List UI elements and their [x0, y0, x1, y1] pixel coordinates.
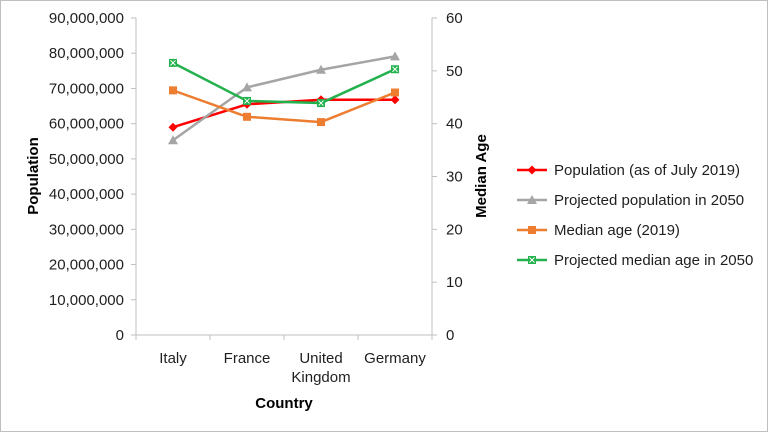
- legend-label: Population (as of July 2019): [554, 162, 740, 179]
- marker-cross: [318, 100, 324, 106]
- legend-item-1: Population (as of July 2019): [517, 162, 740, 179]
- data-point: [169, 58, 177, 67]
- data-point: [168, 122, 178, 132]
- x-tick-label: United Kingdom: [291, 350, 350, 386]
- x-tick-label-line: Italy: [159, 350, 187, 367]
- legend-swatch-marker: [528, 256, 536, 264]
- data-point: [169, 86, 177, 95]
- y-tick-label: 30,000,000: [49, 221, 124, 238]
- y2-tick-label: 0: [446, 327, 454, 344]
- y2-tick-label: 40: [446, 116, 463, 133]
- series-lines: [168, 51, 400, 145]
- y2-tick-label: 10: [446, 274, 463, 291]
- y2-axis-title: Median Age: [473, 134, 490, 218]
- data-point: [317, 99, 325, 108]
- data-point: [390, 95, 400, 105]
- data-point: [168, 135, 178, 145]
- legend-label: Projected median age in 2050: [554, 252, 753, 269]
- y-tick-label: 10,000,000: [49, 292, 124, 309]
- data-point: [243, 96, 251, 105]
- y-tick-label: 50,000,000: [49, 151, 124, 168]
- series-line: [172, 55, 396, 142]
- x-tick-label: Italy: [159, 350, 187, 367]
- data-point: [316, 64, 326, 74]
- y-tick-label: 20,000,000: [49, 257, 124, 274]
- y-tick-label: 40,000,000: [49, 186, 124, 203]
- x-tick-label-line: United: [299, 350, 342, 367]
- legend-item-3: Median age (2019): [517, 222, 680, 239]
- y2-tick-label: 30: [446, 169, 463, 186]
- x-axis-title: Country: [255, 395, 313, 412]
- legend-item-4: Projected median age in 2050: [517, 252, 753, 269]
- x-tick-label-line: Germany: [364, 350, 426, 367]
- legend-swatch-marker: [527, 165, 537, 175]
- x-tick-label: Germany: [364, 350, 426, 367]
- series-line: [172, 89, 396, 124]
- y2-tick-label: 50: [446, 63, 463, 80]
- marker-cross: [392, 66, 398, 73]
- series-4: [169, 58, 399, 108]
- marker-cross: [529, 257, 535, 263]
- data-point: [242, 82, 252, 92]
- legend-label: Projected population in 2050: [554, 192, 744, 209]
- y2-tick-label: 60: [446, 10, 463, 27]
- data-point: [317, 118, 325, 127]
- series-2: [168, 51, 400, 145]
- x-tick-label-line: France: [224, 350, 271, 367]
- x-tick-label: France: [224, 350, 271, 367]
- data-point: [391, 65, 399, 74]
- y2-tick-label: 20: [446, 221, 463, 238]
- y-tick-label: 80,000,000: [49, 45, 124, 62]
- y-tick-label: 90,000,000: [49, 10, 124, 27]
- marker-cross: [170, 60, 176, 66]
- series-line: [172, 61, 396, 105]
- y-tick-label: 0: [116, 327, 124, 344]
- series-3: [169, 86, 399, 127]
- series-line: [172, 98, 395, 129]
- legend-swatch-marker: [527, 195, 537, 204]
- legend: Population (as of July 2019) Projected po…: [517, 162, 753, 269]
- marker-cross: [244, 98, 250, 104]
- data-point: [243, 112, 251, 121]
- legend-item-2: Projected population in 2050: [517, 192, 744, 209]
- y-axis-title: Population: [25, 137, 42, 215]
- legend-label: Median age (2019): [554, 222, 680, 239]
- y-tick-label: 70,000,000: [49, 80, 124, 97]
- data-point: [391, 88, 399, 97]
- legend-swatch-marker: [528, 226, 536, 234]
- y-tick-label: 60,000,000: [49, 116, 124, 133]
- x-tick-label-line: Kingdom: [291, 369, 350, 386]
- data-point: [390, 51, 400, 61]
- axes: 0 10,000,000 20,000,000 30,000,000 40,000,00…: [49, 10, 463, 386]
